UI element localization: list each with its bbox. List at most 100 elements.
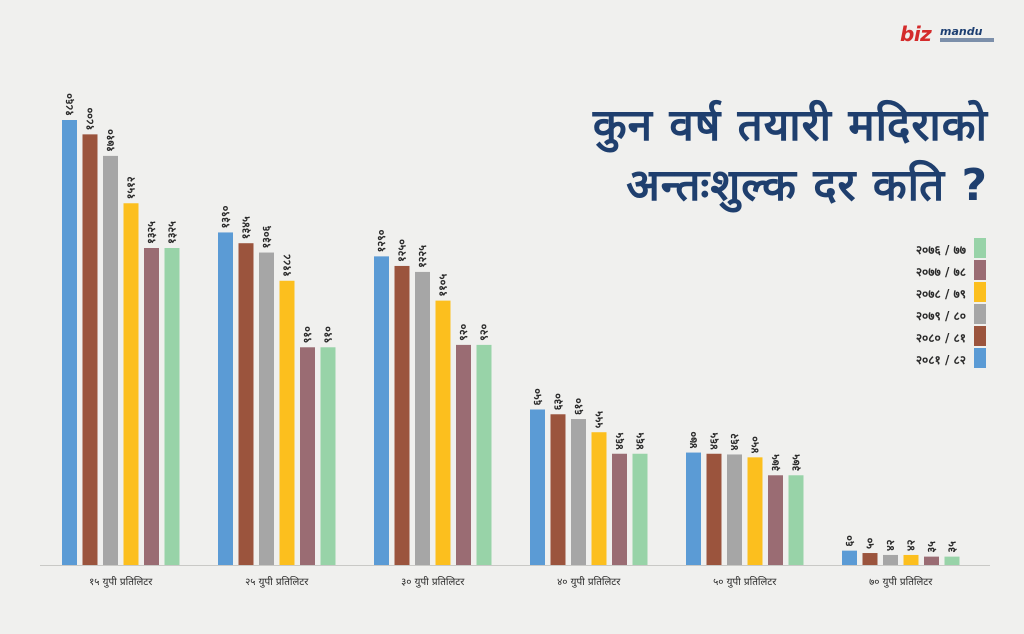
bar	[686, 452, 701, 565]
bar	[394, 265, 410, 565]
legend-swatch	[974, 348, 986, 368]
category-label: ३० युपी प्रतिलिटर	[401, 576, 465, 588]
legend-label: २०८१ / ८२	[915, 353, 966, 367]
legend-item: २०७६ / ७७	[888, 238, 992, 260]
bar	[632, 453, 648, 565]
bar	[788, 475, 804, 565]
legend-item: २०७९ / ८०	[888, 304, 992, 326]
data-label: ३५	[946, 541, 959, 553]
bar	[238, 243, 254, 565]
bar	[591, 432, 607, 565]
legend-item: २०८१ / ८२	[888, 348, 992, 370]
bar	[374, 256, 389, 565]
data-label: १२२५	[416, 245, 429, 268]
data-label: १२५०	[396, 239, 409, 262]
bar	[320, 347, 336, 565]
legend-item: २०८० / ८१	[888, 326, 992, 348]
legend-label: २०७६ / ७७	[915, 243, 966, 257]
legend-label: २०७७ / ७८	[915, 265, 966, 279]
legend-swatch	[974, 326, 986, 346]
bar	[862, 553, 878, 565]
bar	[924, 556, 939, 565]
bar	[144, 247, 159, 565]
legend-swatch	[974, 304, 986, 324]
category-label: ४० युपी प्रतिलिटर	[557, 576, 621, 588]
bar	[435, 300, 451, 565]
category-label: ७० युपी प्रतिलिटर	[869, 576, 933, 588]
bar	[883, 554, 898, 565]
bar	[530, 409, 545, 565]
data-label: १३२५	[145, 221, 158, 244]
data-label: ४६५	[708, 432, 721, 449]
bar	[279, 280, 295, 565]
data-label: ३७५	[769, 454, 782, 471]
bizmandu-logo: biz mandu	[900, 24, 1000, 46]
data-label: १३९०	[219, 205, 232, 228]
bar	[103, 155, 118, 566]
data-label: १७१०	[104, 129, 117, 152]
category-label: ५० युपी प्रतिलिटर	[713, 576, 777, 588]
data-label: १३०६	[260, 225, 273, 248]
bar	[164, 247, 180, 565]
category-label: १५ युपी प्रतिलिटर	[89, 576, 153, 588]
bar	[571, 419, 586, 565]
bar	[727, 454, 742, 565]
data-label: ५५५	[593, 411, 606, 428]
legend-label: २०७८ / ७९	[915, 287, 966, 301]
bar	[82, 134, 98, 565]
data-label: १५१२	[125, 176, 138, 199]
data-label: ९१०	[322, 326, 335, 343]
category-label: २५ युपी प्रतिलिटर	[245, 576, 309, 588]
bar	[768, 475, 783, 565]
bar	[550, 414, 566, 565]
chart-title: कुन वर्ष तयारी मदिराको अन्तःशुल्क दर कति…	[592, 100, 988, 211]
legend-swatch	[974, 260, 986, 280]
data-label: ४२	[905, 539, 918, 551]
bar	[944, 556, 960, 565]
bar	[706, 453, 722, 565]
bar	[612, 453, 627, 565]
data-label: ४५०	[749, 436, 762, 453]
data-label: ३७५	[790, 454, 803, 471]
bar	[842, 550, 857, 565]
data-label: १३२५	[166, 221, 179, 244]
data-label: ६३०	[552, 393, 565, 410]
data-label: ४६५	[634, 432, 647, 449]
data-label: १८००	[84, 107, 97, 130]
bar	[415, 271, 430, 565]
legend-label: २०८० / ८१	[915, 331, 966, 345]
legend-swatch	[974, 282, 986, 302]
data-label: ६०	[843, 535, 856, 547]
data-label: ९१०	[301, 326, 314, 343]
bar	[903, 554, 919, 565]
bar	[259, 252, 274, 565]
bar	[747, 457, 763, 565]
bar	[218, 232, 233, 566]
data-label: १८६०	[63, 93, 76, 116]
data-label: ४७०	[687, 431, 700, 448]
data-label: ११०५	[437, 273, 450, 296]
data-label: ५०	[864, 537, 877, 549]
data-label: ६५०	[531, 388, 544, 405]
data-label: ९२०	[457, 323, 470, 340]
data-label: ४२	[884, 539, 897, 551]
bar	[456, 344, 471, 565]
data-label: ९२०	[478, 323, 491, 340]
data-label: १२९०	[375, 229, 388, 252]
data-label: ११८८	[281, 254, 294, 277]
legend-item: २०७७ / ७८	[888, 260, 992, 282]
data-label: ६१०	[572, 398, 585, 415]
bar	[62, 120, 77, 565]
legend-swatch	[974, 238, 986, 258]
legend-label: २०७९ / ८०	[915, 309, 966, 323]
data-label: ३५	[925, 541, 938, 553]
bar	[123, 203, 139, 566]
bar	[300, 347, 315, 565]
data-label: १३४५	[240, 216, 253, 239]
legend-item: २०७८ / ७९	[888, 282, 992, 304]
legend: २०७६ / ७७ २०७७ / ७८ २०७८ / ७९ २०७९ / ८० २०८०…	[888, 238, 992, 370]
bar	[476, 344, 492, 565]
data-label: ४६२	[728, 433, 741, 450]
